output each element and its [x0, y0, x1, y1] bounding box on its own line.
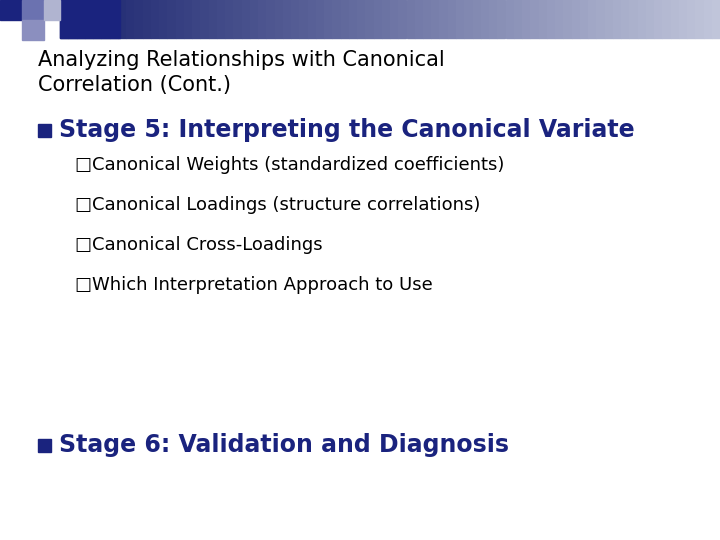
Text: □Which Interpretation Approach to Use: □Which Interpretation Approach to Use	[75, 276, 433, 294]
Bar	[176, 0, 184, 38]
Bar	[307, 0, 316, 38]
Bar	[217, 0, 225, 38]
Bar	[300, 0, 307, 38]
Bar	[514, 0, 522, 38]
Bar	[258, 0, 266, 38]
Bar	[439, 0, 448, 38]
Bar	[109, 0, 118, 38]
Bar	[522, 0, 530, 38]
Bar	[613, 0, 621, 38]
Bar	[654, 0, 662, 38]
Bar	[605, 0, 613, 38]
Bar	[225, 0, 233, 38]
Bar	[200, 0, 209, 38]
Bar	[712, 0, 720, 38]
Bar	[382, 0, 390, 38]
Bar	[662, 0, 670, 38]
Bar	[505, 0, 514, 38]
Bar	[209, 0, 217, 38]
Bar	[687, 0, 696, 38]
Bar	[415, 0, 423, 38]
Bar	[250, 0, 258, 38]
Bar	[374, 0, 382, 38]
Bar	[266, 0, 274, 38]
Bar	[555, 0, 563, 38]
Bar	[184, 0, 192, 38]
Bar	[159, 0, 167, 38]
Bar	[580, 0, 588, 38]
Bar	[448, 0, 456, 38]
Bar	[629, 0, 637, 38]
Text: □Canonical Cross-Loadings: □Canonical Cross-Loadings	[75, 236, 323, 254]
Bar	[192, 0, 200, 38]
Text: Stage 5: Interpreting the Canonical Variate: Stage 5: Interpreting the Canonical Vari…	[59, 118, 634, 142]
Text: □Canonical Weights (standardized coefficients): □Canonical Weights (standardized coeffic…	[75, 156, 505, 174]
Bar	[60, 0, 68, 38]
Bar	[588, 0, 596, 38]
Bar	[546, 0, 555, 38]
Bar	[464, 0, 472, 38]
Bar	[679, 0, 687, 38]
Bar	[472, 0, 481, 38]
Bar	[102, 0, 109, 38]
Bar	[637, 0, 646, 38]
Bar	[596, 0, 605, 38]
Bar	[489, 0, 498, 38]
Bar	[572, 0, 580, 38]
Bar	[703, 0, 712, 38]
Bar	[530, 0, 539, 38]
Bar	[150, 0, 159, 38]
Bar	[134, 0, 143, 38]
Bar	[341, 0, 348, 38]
Text: Correlation (Cont.): Correlation (Cont.)	[38, 75, 231, 95]
Bar	[357, 0, 365, 38]
Bar	[241, 0, 250, 38]
Bar	[126, 0, 134, 38]
Bar	[143, 0, 150, 38]
Bar	[324, 0, 332, 38]
Bar	[38, 438, 51, 451]
Bar	[44, 0, 60, 20]
Bar	[431, 0, 439, 38]
Bar	[22, 0, 44, 20]
Text: Stage 6: Validation and Diagnosis: Stage 6: Validation and Diagnosis	[59, 433, 509, 457]
Text: □Canonical Loadings (structure correlations): □Canonical Loadings (structure correlati…	[75, 196, 480, 214]
Bar	[696, 0, 703, 38]
Bar	[423, 0, 431, 38]
Bar	[118, 0, 126, 38]
Bar	[398, 0, 407, 38]
Bar	[481, 0, 489, 38]
Bar	[332, 0, 341, 38]
Bar	[60, 0, 120, 38]
Bar	[407, 0, 415, 38]
Bar	[0, 0, 22, 20]
Bar	[646, 0, 654, 38]
Bar	[498, 0, 505, 38]
Bar	[233, 0, 241, 38]
Bar	[291, 0, 300, 38]
Bar	[167, 0, 176, 38]
Bar	[670, 0, 679, 38]
Bar	[274, 0, 283, 38]
Bar	[456, 0, 464, 38]
Bar	[22, 20, 44, 40]
Bar	[348, 0, 357, 38]
Bar	[38, 124, 51, 137]
Bar	[76, 0, 85, 38]
Bar	[93, 0, 102, 38]
Bar	[85, 0, 93, 38]
Bar	[283, 0, 291, 38]
Bar	[539, 0, 546, 38]
Bar	[563, 0, 572, 38]
Text: Analyzing Relationships with Canonical: Analyzing Relationships with Canonical	[38, 50, 445, 70]
Bar	[68, 0, 76, 38]
Bar	[365, 0, 374, 38]
Bar	[316, 0, 324, 38]
Bar	[621, 0, 629, 38]
Bar	[390, 0, 398, 38]
